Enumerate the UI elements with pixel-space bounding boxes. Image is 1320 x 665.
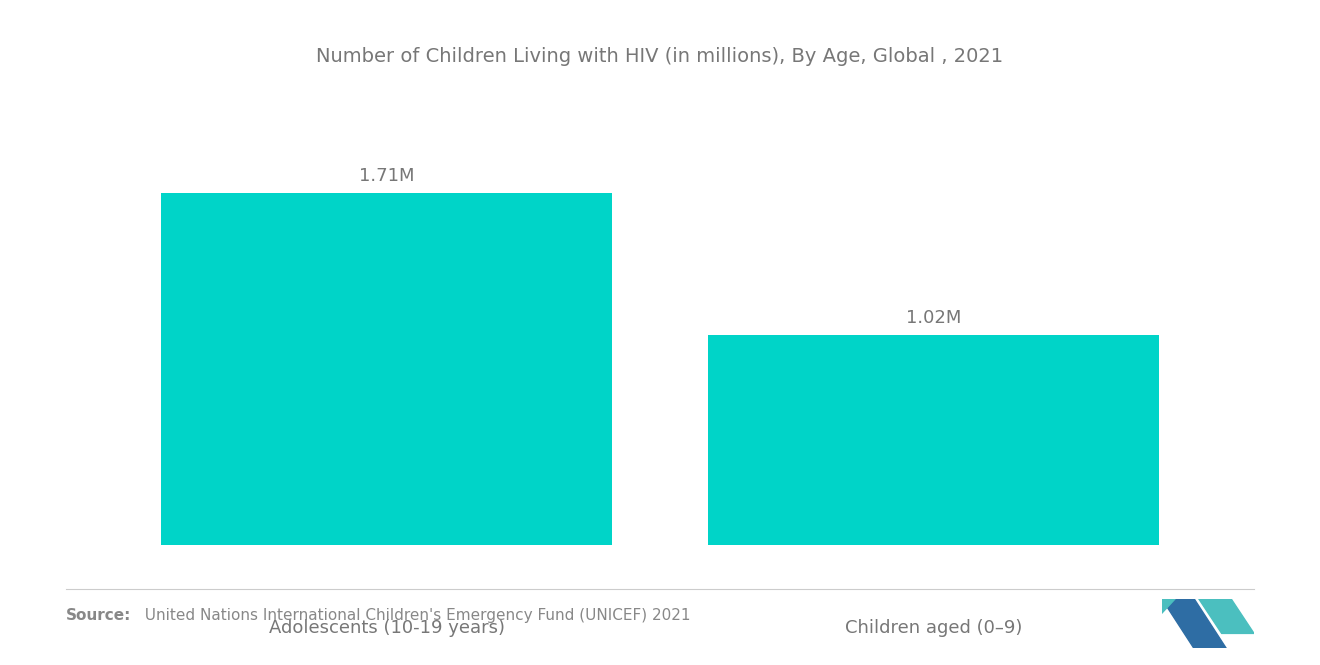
Bar [708, 335, 1159, 545]
Text: Adolescents (10-19 years): Adolescents (10-19 years) [269, 618, 504, 637]
Text: Source:: Source: [66, 608, 132, 622]
Bar [161, 194, 612, 545]
Text: Number of Children Living with HIV (in millions), By Age, Global , 2021: Number of Children Living with HIV (in m… [317, 47, 1003, 66]
Text: Children aged (0–9): Children aged (0–9) [845, 618, 1022, 637]
Polygon shape [1162, 598, 1226, 648]
Text: 1.02M: 1.02M [906, 309, 961, 327]
Text: 1.71M: 1.71M [359, 167, 414, 185]
Polygon shape [1199, 598, 1254, 633]
Text: United Nations International Children's Emergency Fund (UNICEF) 2021: United Nations International Children's … [135, 608, 690, 622]
Polygon shape [1162, 598, 1176, 613]
